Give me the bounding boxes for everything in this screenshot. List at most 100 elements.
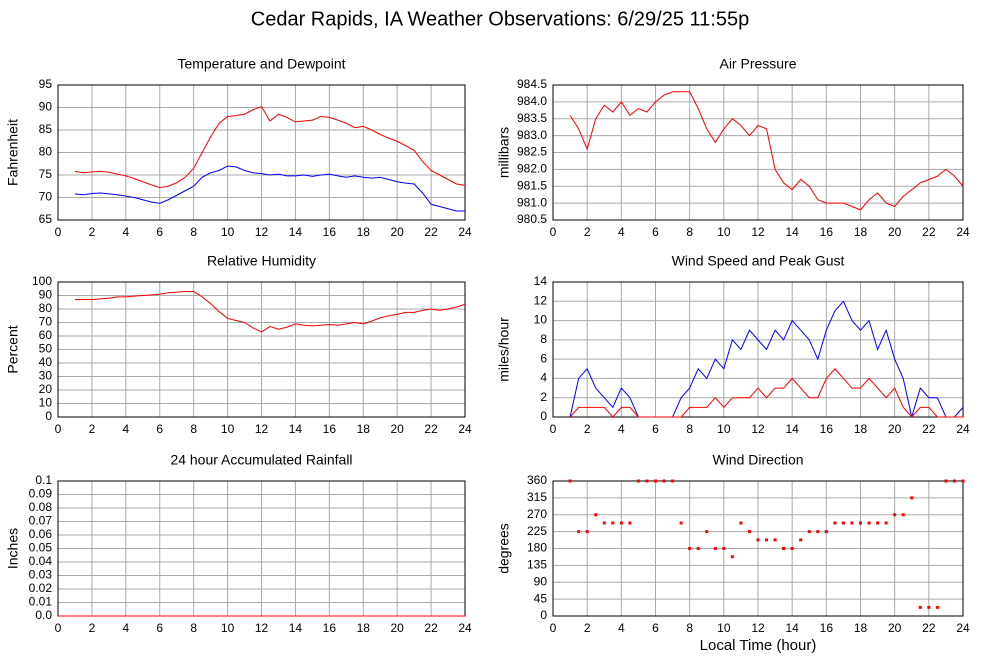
x-tick-label: 14 (785, 225, 799, 239)
y-tick-label: 90 (534, 574, 548, 588)
x-tick-label: 14 (289, 621, 303, 635)
y-tick-label: 0 (540, 608, 547, 622)
x-tick-label: 18 (854, 225, 868, 239)
x-tick-label: 24 (458, 225, 472, 239)
data-point (944, 479, 948, 483)
y-tick-label: 981.5 (517, 178, 547, 192)
x-tick-label: 10 (221, 422, 235, 436)
data-point (747, 530, 751, 534)
x-tick-label: 8 (190, 422, 197, 436)
x-tick-label: 20 (390, 621, 404, 635)
data-point (662, 479, 666, 483)
x-tick-label: 18 (854, 422, 868, 436)
x-tick-label: 20 (888, 225, 902, 239)
chart-title: Relative Humidity (207, 253, 316, 269)
data-line (74, 290, 466, 333)
x-tick-label: 22 (424, 621, 438, 635)
y-tick-label: 0.04 (29, 554, 53, 568)
data-point (867, 521, 871, 525)
x-tick-label: 4 (122, 621, 129, 635)
data-point (833, 521, 837, 525)
data-point (602, 521, 606, 525)
y-tick-label: 10 (39, 396, 53, 410)
x-tick-label: 18 (854, 621, 868, 635)
x-tick-label: 0 (550, 621, 557, 635)
x-tick-label: 16 (323, 422, 337, 436)
x-tick-label: 10 (717, 225, 731, 239)
y-tick-label: 90 (39, 288, 53, 302)
y-tick-label: 982.5 (517, 145, 547, 159)
x-tick-label: 0 (55, 422, 62, 436)
x-tick-label: 14 (289, 422, 303, 436)
plot-frame (552, 281, 964, 418)
x-tick-label: 20 (390, 422, 404, 436)
y-tick-label: 0.02 (29, 581, 53, 595)
x-tick-label: 24 (956, 621, 970, 635)
plot-frame (57, 281, 466, 418)
x-tick-label: 2 (584, 422, 591, 436)
y-tick-label: 984.5 (517, 77, 547, 91)
data-point (799, 538, 803, 542)
x-tick-label: 22 (922, 621, 936, 635)
data-point (893, 513, 897, 517)
chart-title: Air Pressure (719, 56, 796, 72)
x-tick-label: 22 (922, 225, 936, 239)
x-tick-label: 0 (55, 225, 62, 239)
y-tick-label: 0.06 (29, 527, 53, 541)
x-tick-label: 6 (652, 422, 659, 436)
x-tick-label: 6 (652, 225, 659, 239)
y-axis-label: miles/hour (496, 317, 512, 382)
data-point (713, 547, 717, 550)
x-tick-label: 22 (424, 225, 438, 239)
x-tick-label: 16 (820, 225, 834, 239)
data-point (636, 479, 640, 483)
y-tick-label: 0.01 (29, 595, 53, 609)
data-point (671, 479, 675, 483)
y-tick-label: 70 (39, 190, 53, 204)
x-tick-label: 24 (458, 621, 472, 635)
data-point (568, 479, 572, 483)
data-point (594, 513, 598, 517)
x-tick-label: 12 (255, 225, 269, 239)
x-tick-label: 8 (190, 225, 197, 239)
x-tick-label: 16 (323, 225, 337, 239)
y-tick-label: 980.5 (517, 212, 547, 226)
y-axis-label: Fahrenheit (5, 119, 21, 186)
y-axis-label: millibars (496, 127, 512, 178)
data-point (688, 547, 692, 550)
data-point (927, 605, 931, 609)
x-tick-label: 18 (357, 225, 371, 239)
x-tick-label: 2 (89, 422, 96, 436)
y-tick-label: 982.0 (517, 162, 547, 176)
y-tick-label: 0 (540, 409, 547, 423)
plot-frame (57, 84, 466, 221)
x-tick-label: 6 (652, 621, 659, 635)
plot-frame (552, 480, 964, 617)
x-tick-label: 8 (686, 225, 693, 239)
y-tick-label: 4 (540, 371, 547, 385)
x-tick-label: 16 (820, 621, 834, 635)
data-line (569, 91, 964, 211)
data-point (739, 521, 743, 525)
y-tick-label: 0.09 (29, 487, 53, 501)
data-point (619, 521, 623, 525)
y-tick-label: 225 (527, 524, 547, 538)
data-point (850, 521, 854, 525)
y-tick-label: 80 (39, 301, 53, 315)
y-tick-label: 85 (39, 122, 53, 136)
data-point (679, 521, 683, 525)
data-point (654, 479, 657, 483)
data-line (74, 165, 465, 212)
x-tick-label: 0 (55, 621, 62, 635)
x-tick-label: 14 (785, 621, 799, 635)
y-tick-label: 0.03 (29, 568, 53, 582)
y-tick-label: 983.0 (517, 128, 547, 142)
y-tick-label: 70 (39, 315, 53, 329)
data-point (730, 555, 734, 559)
x-tick-label: 14 (785, 422, 799, 436)
chart-title: Wind Direction (712, 452, 803, 468)
x-tick-label: 12 (751, 225, 765, 239)
data-line (569, 368, 963, 418)
y-tick-label: 983.5 (517, 111, 547, 125)
